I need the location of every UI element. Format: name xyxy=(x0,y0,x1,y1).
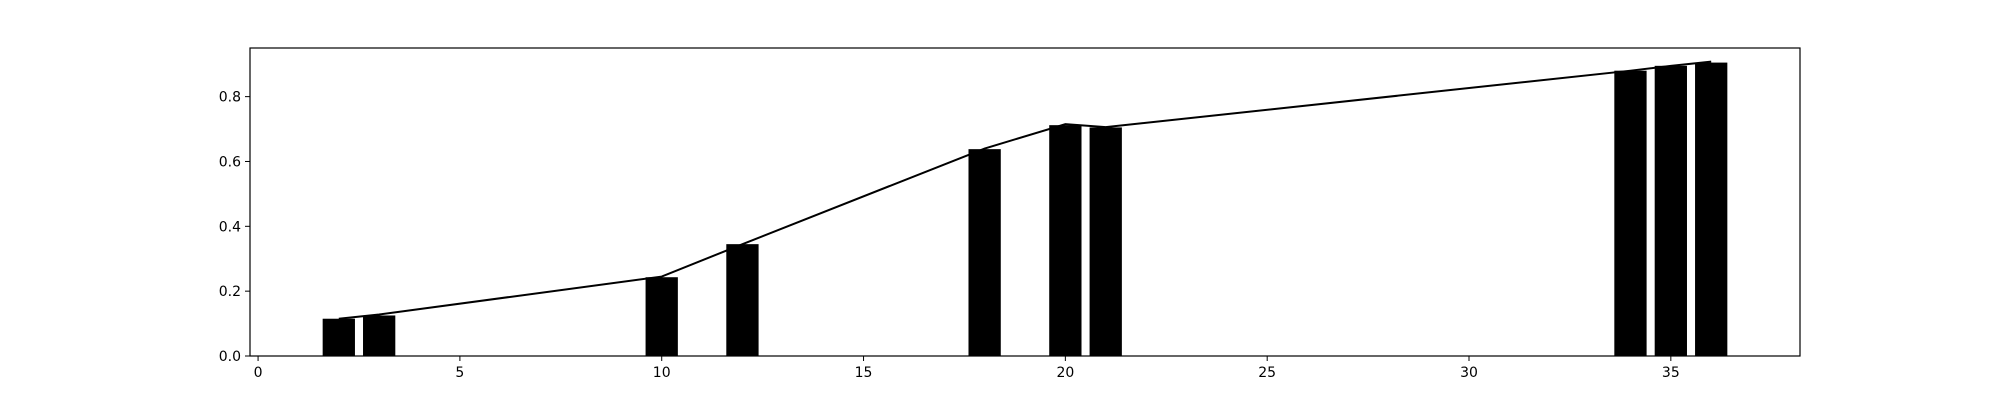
bar xyxy=(1654,65,1687,356)
bar xyxy=(968,149,1001,356)
bar xyxy=(1695,62,1728,357)
bar-group xyxy=(322,62,1728,357)
y-tick-label: 0.8 xyxy=(219,90,241,106)
bar xyxy=(1049,125,1082,356)
x-tick-label: 20 xyxy=(1056,365,1074,381)
x-tick-label: 25 xyxy=(1258,365,1276,381)
bar xyxy=(645,277,678,356)
bar xyxy=(726,244,759,356)
bar xyxy=(322,318,355,356)
trend-line xyxy=(338,60,1712,320)
x-axis: 0 5 10 15 20 25 30 35 xyxy=(254,356,1680,381)
plot-area xyxy=(250,48,1800,356)
y-tick-label: 0.4 xyxy=(219,219,241,235)
y-tick-label: 0.0 xyxy=(219,349,241,365)
x-tick-label: 10 xyxy=(653,365,671,381)
bar xyxy=(363,315,396,356)
x-tick-label: 35 xyxy=(1662,365,1680,381)
x-tick-label: 5 xyxy=(455,365,464,381)
bar xyxy=(1089,127,1122,357)
y-tick-label: 0.2 xyxy=(219,284,241,300)
x-tick-label: 30 xyxy=(1460,365,1478,381)
y-tick-label: 0.6 xyxy=(219,154,241,170)
x-tick-label: 15 xyxy=(855,365,873,381)
x-tick-label: 0 xyxy=(254,365,263,381)
y-axis: 0.0 0.2 0.4 0.6 0.8 xyxy=(219,90,250,365)
axes-frame xyxy=(249,47,1801,357)
bar xyxy=(1614,70,1647,356)
